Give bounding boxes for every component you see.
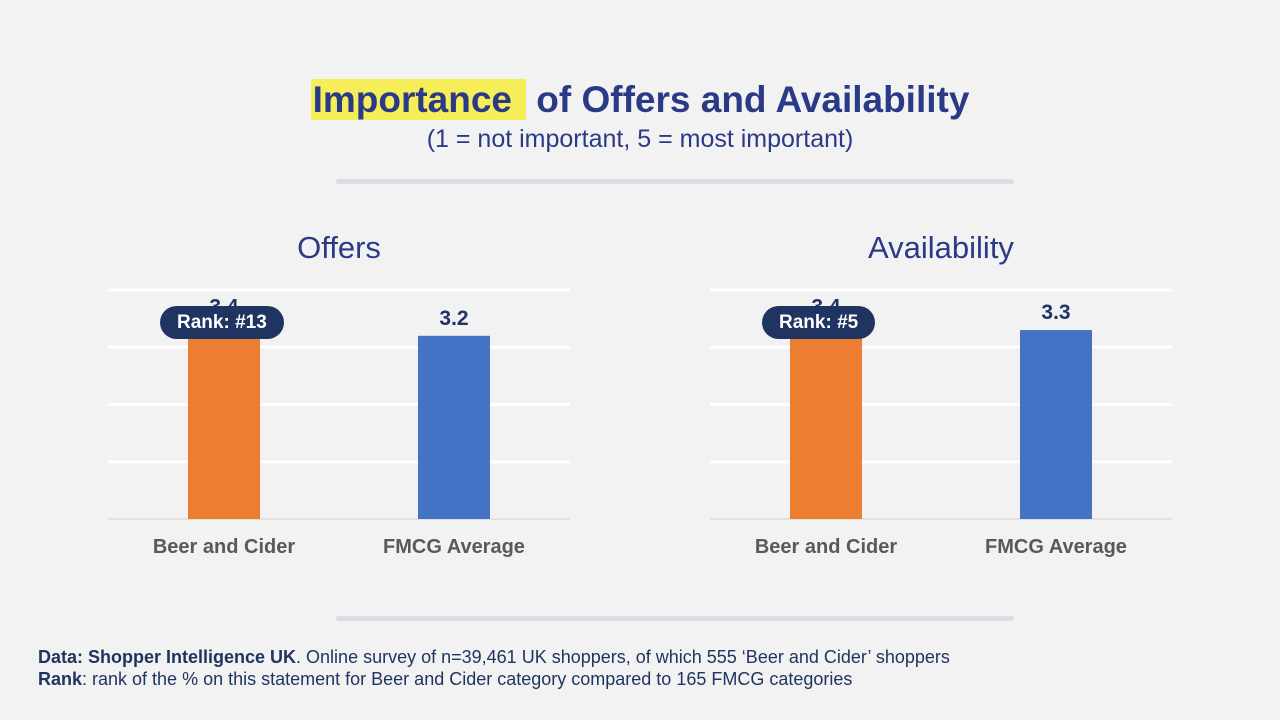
footer-source: Data: Shopper Intelligence UK. Online su… <box>38 646 950 668</box>
footer-rank-label: Rank <box>38 669 83 689</box>
page-title: Importance of Offers and Availability <box>0 78 1280 122</box>
bottom-divider <box>336 616 1014 621</box>
offers-chart-plot: 3.43.2 <box>108 288 570 520</box>
availability-chart-plot: 3.43.3 <box>710 288 1172 520</box>
offers-bar-beer-and-cider <box>188 324 260 519</box>
title-highlight: Importance <box>310 79 527 120</box>
availability-rank-badge: Rank: #5 <box>762 306 876 339</box>
availability-bar-fmcg-average <box>1020 330 1092 519</box>
offers-rank-badge: Rank: #13 <box>160 306 284 339</box>
availability-category-label-fmcg: FMCG Average <box>985 536 1127 558</box>
availability-chart: Availability 3.43.3 Rank: #5 Beer and Ci… <box>710 230 1172 570</box>
availability-category-label-beer: Beer and Cider <box>754 536 898 558</box>
footer-source-label: Data: Shopper Intelligence UK <box>38 647 297 667</box>
availability-chart-title: Availability <box>868 230 1014 265</box>
top-divider <box>336 179 1014 184</box>
footer-rank-note: Rank: rank of the % on this statement fo… <box>38 668 950 690</box>
title-rest: of Offers and Availability <box>536 79 970 120</box>
footer-source-text: . Online survey of n=39,461 UK shoppers,… <box>296 647 950 667</box>
availability-value-label-fmcg-average: 3.3 <box>1041 301 1070 324</box>
footer-rank-text: : rank of the % on this statement for Be… <box>82 669 853 689</box>
footer-notes: Data: Shopper Intelligence UK. Online su… <box>38 646 950 690</box>
offers-value-label-fmcg-average: 3.2 <box>439 307 468 330</box>
offers-bar-fmcg-average <box>418 335 490 519</box>
header: Importance of Offers and Availability (1… <box>0 78 1280 154</box>
offers-category-label-fmcg: FMCG Average <box>383 536 525 558</box>
offers-chart-title: Offers <box>297 230 381 265</box>
offers-category-label-beer: Beer and Cider <box>152 536 296 558</box>
page-subtitle: (1 = not important, 5 = most important) <box>426 125 854 153</box>
availability-bar-beer-and-cider <box>790 324 862 519</box>
offers-chart: Offers 3.43.2 Rank: #13 Beer and Cider F… <box>108 230 570 570</box>
